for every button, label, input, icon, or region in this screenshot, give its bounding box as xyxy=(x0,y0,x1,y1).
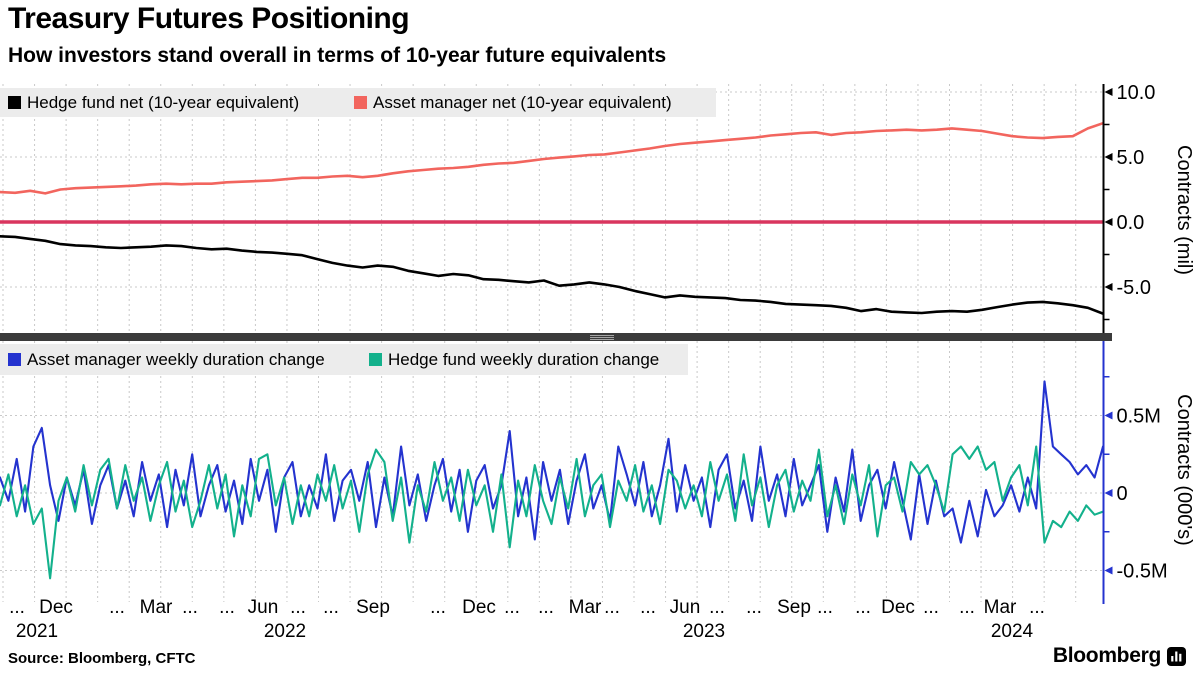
x-tick-label: Jun xyxy=(669,597,701,618)
y-tick-label: 5.0 xyxy=(1117,147,1145,169)
x-year-label: 2022 xyxy=(263,621,307,642)
x-tick-label: ... xyxy=(746,597,762,618)
y-tick-mark xyxy=(1104,153,1113,161)
top-chart-legend: Hedge fund net (10-year equivalent) Asset… xyxy=(0,88,716,117)
x-year-label: 2024 xyxy=(990,621,1034,642)
x-tick-label: ... xyxy=(9,597,25,618)
x-axis-labels: ... Dec... Mar...... Jun...... Sep... Dec....… xyxy=(0,596,1130,648)
x-tick-label: ... xyxy=(855,597,871,618)
bloomberg-logo-text: Bloomberg xyxy=(1052,644,1161,667)
legend-swatch xyxy=(8,96,21,109)
x-tick-label: Sep xyxy=(777,597,811,618)
page-subtitle: How investors stand overall in terms of … xyxy=(8,44,667,67)
y-tick-label: 0 xyxy=(1117,483,1128,505)
x-tick-label: ... xyxy=(109,597,125,618)
y-axis-title: Contracts (mil) xyxy=(1173,145,1195,275)
x-tick-label: Dec xyxy=(462,597,496,618)
y-tick-mark xyxy=(1104,489,1113,497)
x-tick-label: Mar xyxy=(568,597,602,618)
x-tick-label: ... xyxy=(323,597,339,618)
legend-label: Hedge fund net (10-year equivalent) xyxy=(27,92,300,112)
bottom-chart-legend: Asset manager weekly duration change Hedg… xyxy=(0,344,688,375)
page-title: Treasury Futures Positioning xyxy=(8,2,410,35)
legend-swatch xyxy=(354,96,367,109)
x-tick-label: ... xyxy=(1029,597,1045,618)
y-tick-mark xyxy=(1104,411,1113,420)
top-chart-panel: 10.0 5.0 0.0 -5.0 Contracts (mil) xyxy=(0,82,1200,333)
x-tick-label: ... xyxy=(182,597,198,618)
asset-manager-net-10-year-equivalent--line xyxy=(0,121,1105,195)
x-tick-label: ... xyxy=(923,597,939,618)
legend-item-hedge-fund-net-10-year-equivalent-: Hedge fund net (10-year equivalent) xyxy=(8,93,299,113)
x-tick-label: ... xyxy=(817,597,833,618)
legend-item-asset-manager-weekly-duration-change: Asset manager weekly duration change xyxy=(8,350,325,370)
x-tick-label: ... xyxy=(640,597,656,618)
y-tick-label: 0.0 xyxy=(1117,212,1145,234)
legend-label: Hedge fund weekly duration change xyxy=(388,349,660,369)
x-tick-label: ... xyxy=(538,597,554,618)
y-axis-title: Contracts (000's) xyxy=(1173,394,1195,546)
y-tick-label: 0.5M xyxy=(1117,406,1161,428)
y-tick-mark xyxy=(1104,566,1113,575)
x-tick-label: ... xyxy=(430,597,446,618)
y-tick-mark xyxy=(1104,88,1113,96)
legend-swatch xyxy=(369,353,382,366)
x-tick-label: Mar xyxy=(983,597,1017,618)
legend-item-asset-manager-net-10-year-equivalent-: Asset manager net (10-year equivalent) xyxy=(354,93,672,113)
legend-label: Asset manager net (10-year equivalent) xyxy=(373,92,672,112)
legend-item-hedge-fund-weekly-duration-change: Hedge fund weekly duration change xyxy=(369,350,659,370)
separator-grip-handle[interactable] xyxy=(590,334,614,340)
x-tick-label: ... xyxy=(604,597,620,618)
x-tick-label: ... xyxy=(219,597,235,618)
x-tick-label: ... xyxy=(709,597,725,618)
x-year-label: 2023 xyxy=(682,621,726,642)
bottom-chart-panel: 0.5M 0 -0.5M Contracts (000's) xyxy=(0,341,1200,604)
source-caption: Source: Bloomberg, CFTC xyxy=(8,650,196,667)
panel-top-svg: 10.0 5.0 0.0 -5.0 Contracts (mil) xyxy=(0,82,1195,333)
bloomberg-logo: Bloomberg xyxy=(1053,644,1186,668)
x-tick-label: ... xyxy=(290,597,306,618)
panel-separator-bar[interactable] xyxy=(0,333,1112,341)
x-tick-label: ... xyxy=(959,597,975,618)
x-tick-label: ... xyxy=(504,597,520,618)
legend-label: Asset manager weekly duration change xyxy=(27,349,325,369)
hedge-fund-weekly-duration-change-line xyxy=(0,445,1105,580)
x-tick-label: Dec xyxy=(39,597,73,618)
x-tick-label: Dec xyxy=(881,597,915,618)
bloomberg-chart-icon xyxy=(1167,646,1186,666)
legend-swatch xyxy=(8,353,21,366)
x-tick-label: Sep xyxy=(356,597,390,618)
y-tick-label: -5.0 xyxy=(1117,277,1151,299)
hedge-fund-net-10-year-equivalent--line xyxy=(0,235,1105,315)
y-tick-mark xyxy=(1104,218,1113,226)
x-year-label: 2021 xyxy=(15,621,59,642)
y-tick-label: 10.0 xyxy=(1117,84,1156,104)
y-tick-label: -0.5M xyxy=(1117,561,1168,583)
y-tick-mark xyxy=(1104,283,1113,291)
x-tick-label: Mar xyxy=(139,597,173,618)
x-tick-label: Jun xyxy=(247,597,279,618)
